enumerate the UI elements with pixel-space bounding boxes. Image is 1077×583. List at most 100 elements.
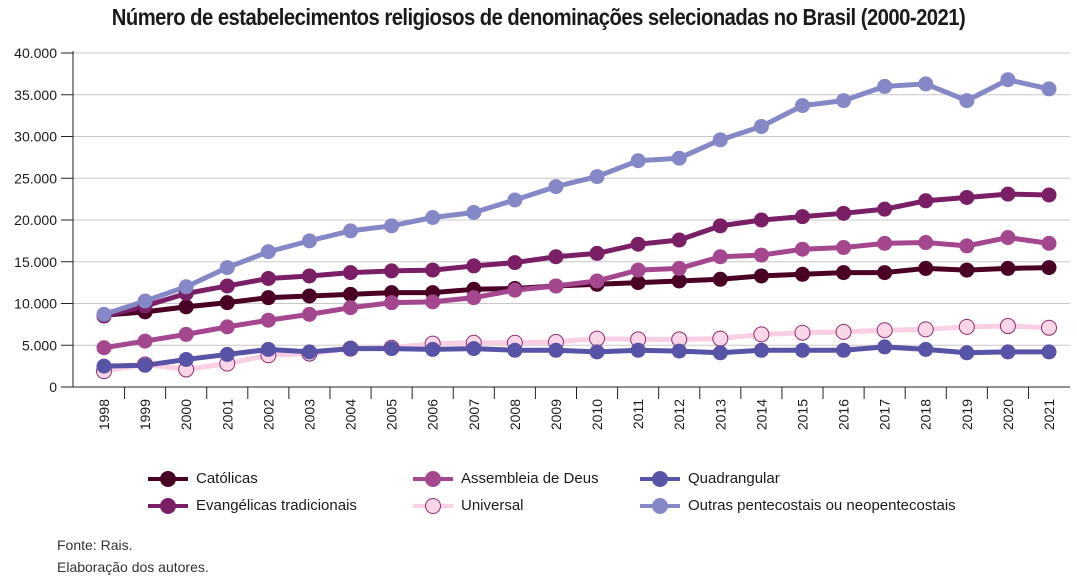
legend-item-assembleia: Assembleia de Deus <box>413 470 599 487</box>
y-tick-label: 10.000 <box>14 296 57 312</box>
data-point-1 <box>219 278 235 294</box>
y-tick-label: 40.000 <box>14 45 57 61</box>
data-point-2 <box>96 340 112 356</box>
source-note: Fonte: Rais. <box>57 537 133 553</box>
data-point-5 <box>630 153 646 169</box>
data-point-0 <box>301 288 317 304</box>
data-point-2 <box>384 295 400 311</box>
data-point-2 <box>343 300 359 316</box>
credit-note: Elaboração dos autores. <box>57 559 209 575</box>
data-point-4 <box>671 343 687 359</box>
data-point-5 <box>301 233 317 249</box>
data-point-4 <box>589 344 605 360</box>
data-point-1 <box>918 193 934 209</box>
x-tick-label: 2003 <box>301 399 317 430</box>
data-point-3 <box>999 318 1016 335</box>
legend-item-evangelicas: Evangélicas tradicionais <box>148 497 357 514</box>
data-point-2 <box>589 273 605 289</box>
data-point-4 <box>959 345 975 361</box>
data-point-2 <box>548 278 564 294</box>
data-point-0 <box>260 290 276 306</box>
data-point-3 <box>917 321 934 338</box>
data-point-2 <box>425 294 441 310</box>
data-point-1 <box>630 236 646 252</box>
data-point-1 <box>301 268 317 284</box>
x-tick-label: 2009 <box>548 399 564 430</box>
data-point-5 <box>548 179 564 195</box>
data-point-1 <box>589 245 605 261</box>
legend-swatch-outras <box>640 497 680 514</box>
data-point-1 <box>507 255 523 271</box>
data-point-3 <box>753 326 770 343</box>
series-line-5 <box>103 77 1050 317</box>
data-point-0 <box>219 295 235 311</box>
data-point-2 <box>959 238 975 254</box>
data-point-2 <box>918 235 934 251</box>
y-tick-label: 25.000 <box>14 170 57 186</box>
x-tick-label: 2018 <box>918 399 934 430</box>
data-point-5 <box>137 293 153 309</box>
data-point-4 <box>219 346 235 362</box>
data-point-4 <box>753 342 769 358</box>
data-point-5 <box>384 218 400 234</box>
data-point-5 <box>794 98 810 114</box>
data-point-4 <box>260 341 276 357</box>
data-point-4 <box>96 358 112 374</box>
data-point-3 <box>589 330 606 347</box>
legend-swatch-universal <box>413 497 453 514</box>
data-point-5 <box>96 306 112 322</box>
x-tick-label: 2019 <box>959 399 975 430</box>
legend-swatch-quadrangular <box>640 470 680 487</box>
series-line-0 <box>103 265 1050 318</box>
data-point-0 <box>712 271 728 287</box>
data-point-2 <box>877 235 893 251</box>
data-point-2 <box>219 319 235 335</box>
data-point-2 <box>466 290 482 306</box>
legend-label: Universal <box>461 497 524 514</box>
data-point-5 <box>671 150 687 166</box>
data-point-0 <box>836 265 852 281</box>
x-tick-label: 1999 <box>137 399 153 430</box>
data-point-1 <box>877 201 893 217</box>
data-point-2 <box>301 306 317 322</box>
data-point-5 <box>219 260 235 276</box>
legend-item-universal: Universal <box>413 497 524 514</box>
legend-label: Evangélicas tradicionais <box>196 497 357 514</box>
data-point-4 <box>1041 344 1057 360</box>
x-tick-label: 2010 <box>589 399 605 430</box>
x-tick-label: 2006 <box>425 399 441 430</box>
data-point-3 <box>794 324 811 341</box>
data-point-4 <box>712 345 728 361</box>
data-point-4 <box>1000 344 1016 360</box>
data-point-0 <box>794 266 810 282</box>
data-point-0 <box>1041 260 1057 276</box>
chart-title: Número de estabelecimentos religiosos de… <box>111 4 966 30</box>
data-point-0 <box>959 262 975 278</box>
data-point-0 <box>343 286 359 302</box>
data-point-3 <box>876 322 893 339</box>
x-tick-label: 2015 <box>794 399 810 430</box>
data-point-2 <box>260 312 276 328</box>
data-point-5 <box>753 118 769 134</box>
legend-item-outras: Outras pentecostais ou neopentecostais <box>640 497 956 514</box>
data-point-2 <box>1000 230 1016 246</box>
data-point-2 <box>671 260 687 276</box>
data-point-3 <box>712 330 729 347</box>
data-point-5 <box>1000 72 1016 88</box>
data-point-1 <box>794 209 810 225</box>
data-point-4 <box>877 339 893 355</box>
data-point-1 <box>836 205 852 221</box>
data-point-0 <box>877 265 893 281</box>
data-point-1 <box>1000 186 1016 202</box>
data-point-3 <box>958 318 975 335</box>
x-tick-label: 2011 <box>630 399 646 429</box>
data-point-4 <box>918 341 934 357</box>
data-point-4 <box>836 342 852 358</box>
data-point-0 <box>1000 260 1016 276</box>
x-tick-label: 2005 <box>384 399 400 430</box>
data-point-2 <box>507 282 523 298</box>
data-point-4 <box>425 341 441 357</box>
series-line-4 <box>103 344 1049 369</box>
series-line-1 <box>103 191 1050 319</box>
x-tick-label: 2012 <box>671 399 687 430</box>
